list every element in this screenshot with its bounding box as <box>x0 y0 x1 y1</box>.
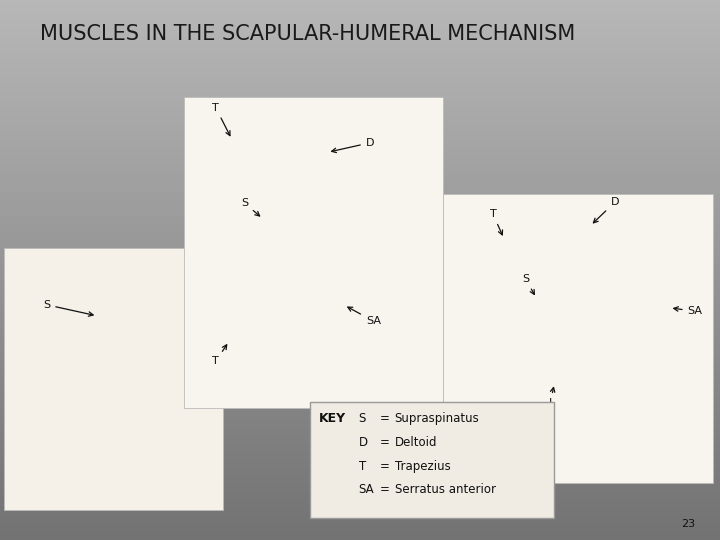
Text: =: = <box>380 460 390 472</box>
Text: MUSCLES IN THE SCAPULAR-HUMERAL MECHANISM: MUSCLES IN THE SCAPULAR-HUMERAL MECHANIS… <box>40 24 575 44</box>
Text: T: T <box>212 345 227 367</box>
Bar <box>310 402 554 518</box>
Text: D: D <box>359 436 368 449</box>
Text: I: I <box>549 388 555 408</box>
Text: SA: SA <box>674 306 703 316</box>
Text: SA: SA <box>359 483 374 496</box>
Text: =: = <box>380 436 390 449</box>
Text: T: T <box>212 103 230 136</box>
Text: T: T <box>490 209 503 235</box>
Text: T: T <box>359 460 366 472</box>
Text: S: S <box>522 274 534 294</box>
Text: =: = <box>380 412 390 425</box>
Text: SA: SA <box>348 307 381 326</box>
Bar <box>184 97 443 408</box>
Text: Deltoid: Deltoid <box>395 436 437 449</box>
Text: S: S <box>43 300 93 316</box>
Text: Supraspinatus: Supraspinatus <box>395 412 480 425</box>
Text: Trapezius: Trapezius <box>395 460 450 472</box>
Text: D: D <box>332 138 374 153</box>
Bar <box>4 248 223 510</box>
Bar <box>443 194 713 483</box>
Text: 23: 23 <box>680 519 695 529</box>
Text: S: S <box>359 412 366 425</box>
Text: Serratus anterior: Serratus anterior <box>395 483 495 496</box>
Text: =: = <box>380 483 390 496</box>
Text: D: D <box>593 197 619 223</box>
Text: KEY: KEY <box>319 412 346 425</box>
Text: S: S <box>241 198 260 216</box>
